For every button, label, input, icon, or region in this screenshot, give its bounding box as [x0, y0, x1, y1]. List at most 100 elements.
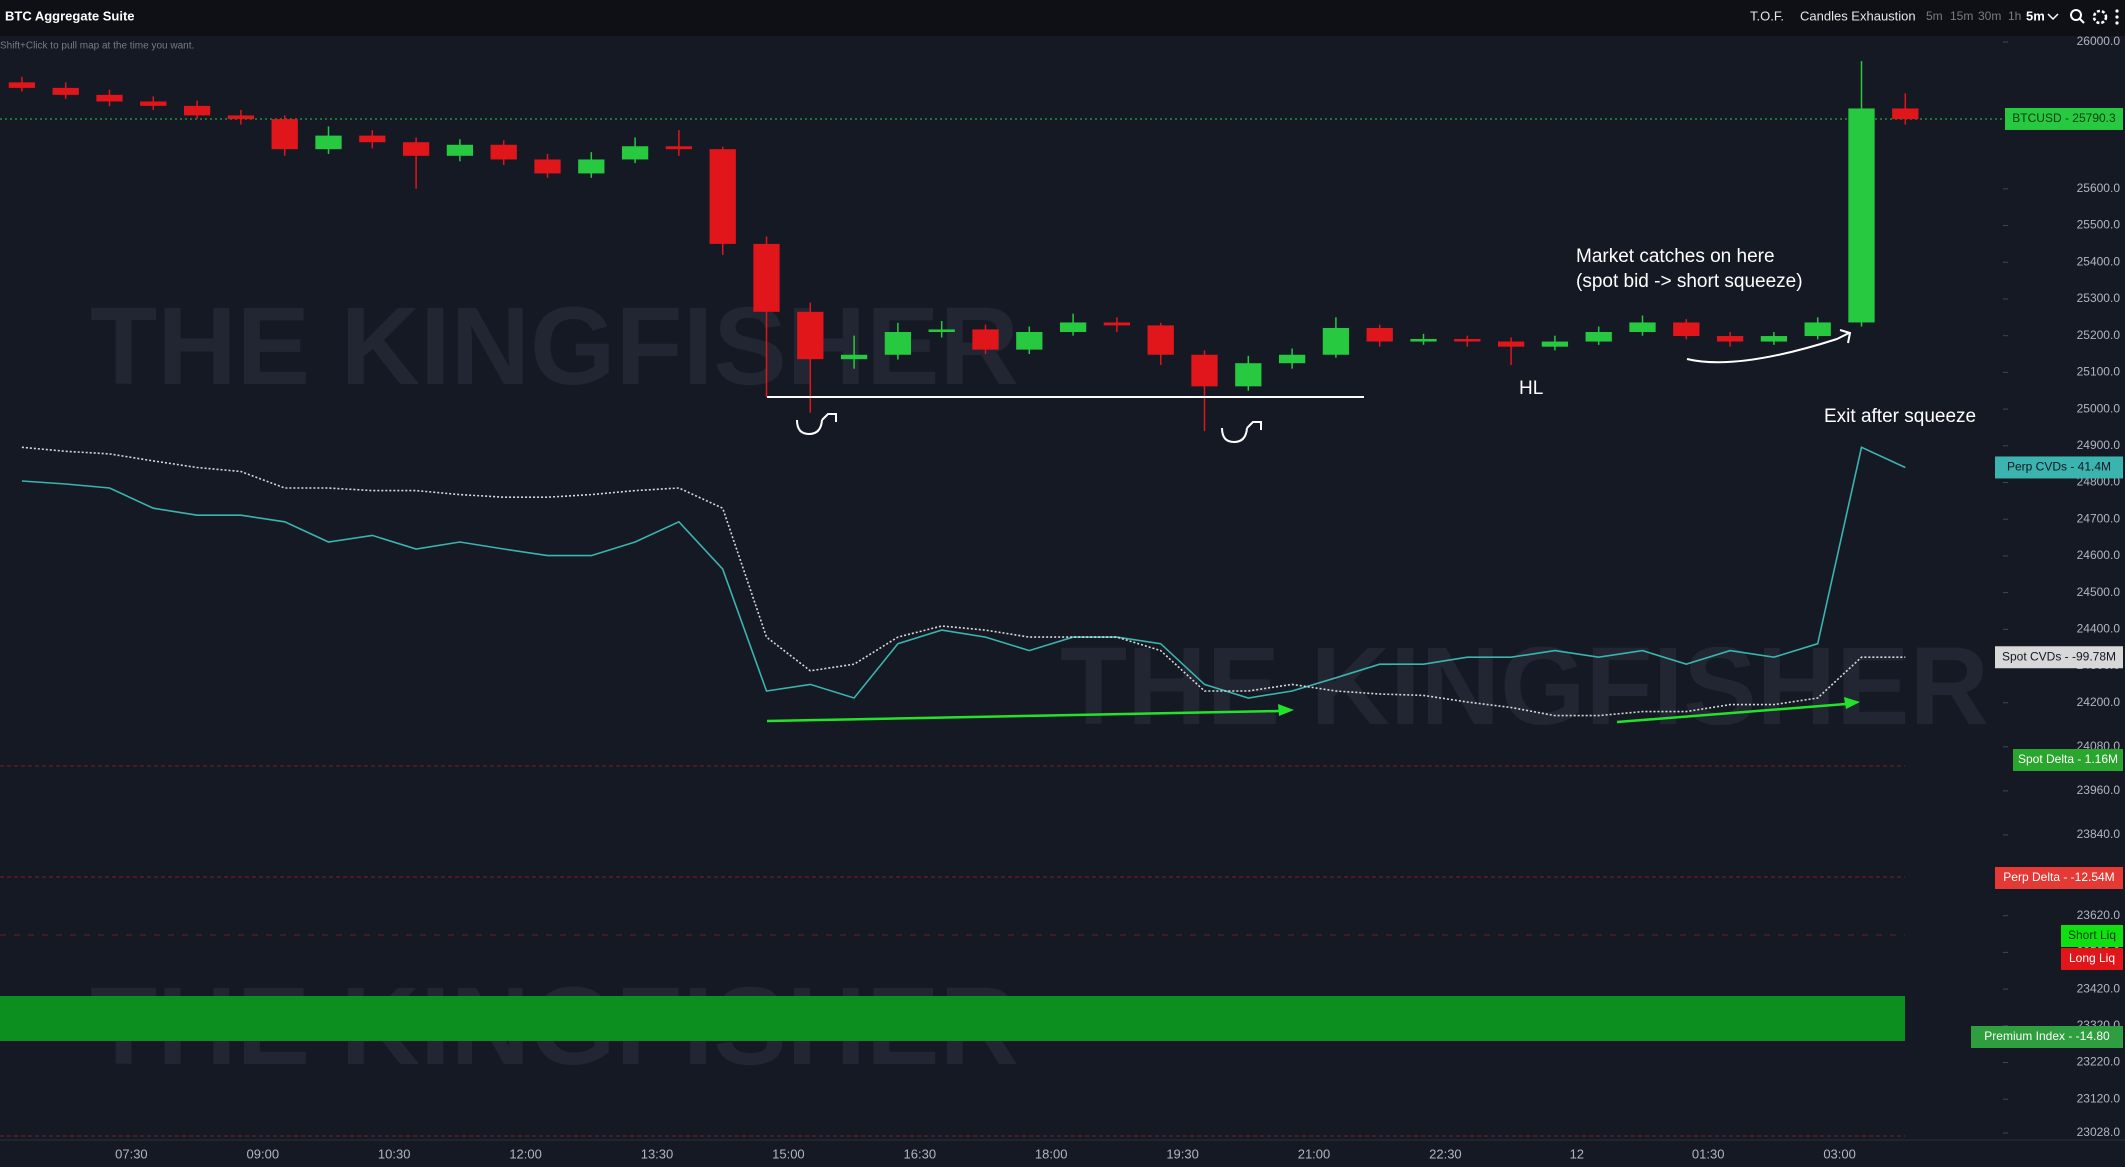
y-tick-label: 24500.0 — [2077, 585, 2121, 599]
x-tick-label: 07:30 — [115, 1146, 148, 1161]
x-tick-label: 18:00 — [1035, 1146, 1068, 1161]
candle-body — [1673, 322, 1700, 337]
y-tick-label: 23960.0 — [2077, 783, 2121, 797]
settings-icon[interactable] — [2092, 9, 2108, 25]
candle-body — [359, 135, 386, 143]
candle-body — [490, 144, 517, 160]
watermark: THE KINGFISHER — [90, 285, 1019, 408]
indicator-line — [21, 446, 1906, 717]
trend-arrow — [1278, 704, 1294, 716]
menu-item[interactable]: T.O.F. — [1750, 8, 1784, 23]
candle-body — [315, 135, 342, 150]
x-tick-label: 10:30 — [378, 1146, 411, 1161]
candle-body — [840, 354, 868, 360]
candle-body — [271, 119, 298, 150]
y-tick-label: 25000.0 — [2077, 401, 2121, 415]
dropdown-icon[interactable] — [2047, 13, 2059, 21]
y-tick-label: 24400.0 — [2077, 622, 2121, 636]
timeframe[interactable]: 5m — [1926, 9, 1943, 23]
candle-body — [52, 87, 79, 95]
candle-body — [1322, 327, 1350, 355]
menu-item[interactable]: Candles Exhaustion — [1800, 8, 1916, 23]
candle-body — [1278, 354, 1306, 364]
series-tag — [1995, 646, 2123, 669]
more-icon[interactable] — [2115, 9, 2119, 13]
timeframe[interactable]: 15m — [1950, 9, 1973, 23]
candle-body — [446, 144, 474, 156]
candle-body — [1497, 341, 1525, 347]
candle-body — [1541, 341, 1569, 347]
toolbar — [0, 0, 2125, 36]
candle-body — [96, 94, 123, 102]
candle-body — [140, 101, 167, 106]
premium-index-band — [0, 996, 1905, 1041]
indicator-tag-label: Premium Index - -14.80 — [1984, 1029, 2110, 1043]
price-tag — [2005, 107, 2123, 130]
y-tick-label: 23620.0 — [2077, 908, 2121, 922]
indicator-tag — [2061, 948, 2123, 970]
y-tick-label: 24200.0 — [2077, 695, 2121, 709]
candle-body — [1804, 322, 1831, 337]
candle-body — [1585, 332, 1612, 342]
more-icon[interactable] — [2115, 15, 2119, 19]
search-icon[interactable] — [2079, 18, 2085, 24]
x-tick-label: 12 — [1570, 1146, 1584, 1161]
indicator-tag — [1971, 1026, 2123, 1048]
y-tick-label: 25600.0 — [2077, 181, 2121, 195]
y-tick-label: 25200.0 — [2077, 328, 2121, 342]
x-tick-label: 15:00 — [772, 1146, 805, 1161]
x-tick-label: 12:00 — [509, 1146, 542, 1161]
plot: Market catches on here (spot bid -> short… — [0, 61, 2003, 717]
price-axis — [2003, 36, 2125, 1167]
candle-body — [1410, 338, 1437, 342]
timeframe[interactable]: 30m — [1978, 9, 2001, 23]
current-timeframe[interactable]: 5m — [2026, 8, 2045, 23]
candle-body — [1103, 322, 1131, 326]
hint: Shift+Click to pull map at the time you … — [0, 41, 194, 52]
bounce-icon — [796, 413, 837, 436]
x-tick-label: 16:30 — [904, 1146, 937, 1161]
y-tick-label: 24600.0 — [2077, 548, 2121, 562]
indicator-tag — [2061, 925, 2123, 947]
trend-arrow — [1844, 697, 1860, 709]
candle-body — [972, 329, 999, 350]
candle-body — [1760, 336, 1788, 342]
series-tag-label: Perp CVDs - 41.4M — [2007, 460, 2111, 474]
y-tick-label: 23028.0 — [2077, 1125, 2121, 1139]
indicator-tag-label: Spot Delta - 1.16M — [2018, 752, 2118, 766]
candle-body — [753, 243, 780, 312]
search-icon[interactable] — [2070, 9, 2082, 21]
x-tick-label: 09:00 — [247, 1146, 280, 1161]
y-tick-label: 23840.0 — [2077, 827, 2121, 841]
y-tick-label: 25400.0 — [2077, 254, 2121, 268]
watermark: THE KINGFISHER — [1060, 625, 1989, 748]
y-tick-label: 25300.0 — [2077, 291, 2121, 305]
indicator-tag-label: Long Liq — [2069, 951, 2115, 965]
indicator-tag-label: Perp Delta - -12.54M — [2003, 870, 2114, 884]
annotation: Exit after squeeze — [1824, 406, 1976, 427]
candle-body — [621, 146, 649, 160]
candle-body — [1147, 325, 1174, 355]
candle-body — [402, 142, 430, 156]
series-tag — [1995, 456, 2123, 479]
indicator-tag-label: Short Liq — [2068, 928, 2116, 942]
candle-body — [183, 105, 211, 116]
price-tag-label: BTCUSD - 25790.3 — [2012, 111, 2116, 125]
y-tick-label: 25100.0 — [2077, 365, 2121, 379]
candle-body — [227, 115, 255, 120]
more-icon[interactable] — [2115, 21, 2119, 25]
candle-body — [1235, 363, 1262, 387]
x-tick-label: 01:30 — [1692, 1146, 1725, 1161]
x-tick-label: 13:30 — [641, 1146, 674, 1161]
y-tick-label: 23420.0 — [2077, 981, 2121, 995]
candle-body — [1454, 338, 1481, 342]
timeframe[interactable]: 1h — [2008, 9, 2021, 23]
indicator-line — [21, 446, 1906, 699]
indicator-panes — [0, 765, 1905, 1137]
bounce-icon — [1221, 421, 1262, 444]
series-tag-label: Spot CVDs - -99.78M — [2002, 649, 2116, 663]
y-tick-label: 24900.0 — [2077, 438, 2121, 452]
candle-body — [709, 149, 736, 244]
